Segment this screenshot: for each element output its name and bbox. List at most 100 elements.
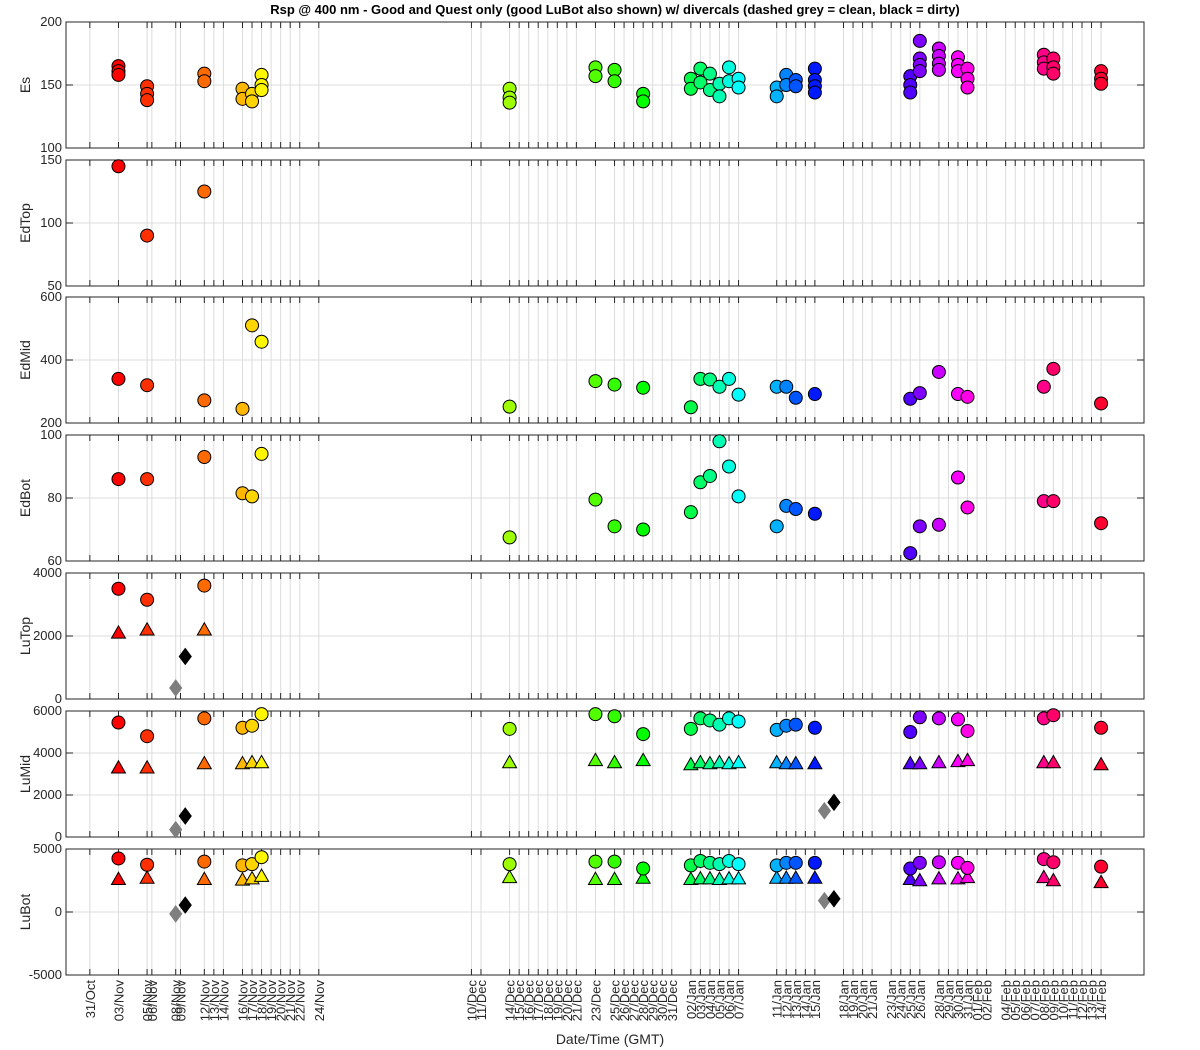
circle-marker (712, 434, 727, 449)
circle-marker (788, 390, 803, 405)
triangle-marker (721, 870, 737, 885)
y-tick-label: 4000 (33, 745, 62, 760)
triangle-marker (711, 754, 728, 769)
panel-edtop: 50 100 150 EdTop (17, 152, 1145, 293)
circle-marker (731, 80, 746, 95)
triangle-marker (139, 621, 155, 636)
triangle-marker (787, 869, 804, 884)
circle-marker (931, 364, 946, 379)
triangle-marker (730, 870, 747, 885)
x-tick-label: 14/Dec (503, 980, 518, 1022)
x-tick-label: 24/Nov (312, 980, 327, 1022)
markers (111, 318, 1109, 416)
circle-marker (140, 857, 155, 872)
circle-marker (960, 500, 975, 515)
triangle-marker (139, 869, 155, 884)
x-tick-label: 19/Nov (264, 980, 279, 1022)
circle-marker (912, 386, 927, 401)
circle-marker (903, 546, 918, 561)
circle-marker (254, 334, 269, 349)
triangle-marker (110, 871, 127, 885)
x-tick-label: 05/Nov (140, 980, 155, 1022)
circle-marker (245, 857, 260, 872)
triangle-marker (1035, 869, 1052, 884)
x-axis-label: Date/Time (GMT) (556, 1031, 664, 1047)
triangle-marker (196, 755, 213, 770)
triangle-marker (1035, 754, 1052, 769)
y-tick-label: 2000 (33, 628, 62, 643)
markers (110, 707, 1109, 839)
circle-marker (636, 380, 651, 395)
circle-marker (502, 399, 517, 414)
circle-marker (712, 379, 727, 394)
markers (111, 33, 1109, 110)
y-tick-label: 400 (40, 352, 62, 367)
circle-marker (636, 727, 651, 742)
circle-marker (140, 228, 155, 243)
circle-marker (140, 592, 155, 607)
triangle-marker (139, 759, 155, 774)
circle-marker (722, 459, 737, 474)
x-tick-label: 28/Dec (636, 980, 651, 1022)
x-tick-label: 30/Dec (655, 980, 670, 1022)
x-tick-label: 19/Jan (846, 980, 861, 1019)
circle-marker (788, 79, 803, 94)
y-tick-label: 0 (55, 904, 62, 919)
circle-marker (197, 711, 212, 726)
y-tick-label: 150 (40, 77, 62, 92)
x-tick-label: 02/Jan (684, 980, 699, 1019)
triangle-marker (768, 869, 785, 884)
circle-marker (607, 74, 622, 89)
y-tick-label: 80 (48, 490, 62, 505)
y-tick-label: 60 (48, 553, 62, 568)
circle-marker (731, 489, 746, 504)
circle-marker (931, 855, 946, 870)
panel-background (66, 711, 1144, 837)
triangle-marker (253, 868, 270, 882)
dirty-divercal-marker (827, 793, 841, 812)
x-tick-label: 05/Feb (1008, 980, 1023, 1020)
circle-marker (807, 387, 822, 402)
x-tick-label: 18/Nov (255, 980, 270, 1022)
dirty-divercal-marker (827, 889, 841, 908)
circle-marker (683, 721, 698, 736)
circle-marker (1046, 708, 1061, 723)
clean-divercal-marker (169, 820, 183, 839)
x-tick-label: 25/Dec (608, 980, 623, 1022)
triangle-marker (787, 755, 804, 770)
circle-marker (502, 95, 517, 110)
x-tick-label: 08/Nov (169, 980, 184, 1022)
circle-marker (779, 379, 794, 394)
circle-marker (197, 393, 212, 408)
y-axis-label: LuTop (17, 617, 33, 655)
x-tick-label: 13/Feb (1085, 980, 1100, 1020)
x-tick-label: 12/Jan (779, 980, 794, 1019)
triangle-marker (807, 869, 823, 884)
circle-marker (607, 709, 622, 724)
y-tick-label: 4000 (33, 565, 62, 580)
clean-divercal-marker (169, 679, 183, 697)
circle-marker (912, 33, 927, 48)
x-tick-label: 29/Dec (646, 980, 661, 1022)
circle-marker (788, 855, 803, 870)
triangle-marker (768, 754, 785, 769)
circle-marker (111, 159, 126, 174)
triangle-marker (196, 871, 213, 885)
circle-marker (1046, 855, 1061, 870)
y-tick-label: 200 (40, 14, 62, 29)
x-tick-label: 16/Dec (522, 980, 537, 1022)
panel-edmid: 200 400 600 EdMid (17, 289, 1145, 430)
x-tick-label: 06/Jan (722, 980, 737, 1019)
triangle-marker (778, 755, 795, 770)
circle-marker (683, 400, 698, 415)
x-tick-label: 27/Dec (627, 980, 642, 1022)
x-tick-label: 07/Jan (732, 980, 747, 1019)
triangle-marker (244, 754, 260, 769)
circle-marker (588, 374, 603, 389)
circle-marker (502, 857, 517, 872)
y-tick-label: 50 (48, 278, 62, 293)
circle-marker (502, 721, 517, 736)
circle-marker (731, 857, 746, 872)
triangle-marker (587, 752, 604, 767)
triangle-marker (702, 870, 718, 885)
